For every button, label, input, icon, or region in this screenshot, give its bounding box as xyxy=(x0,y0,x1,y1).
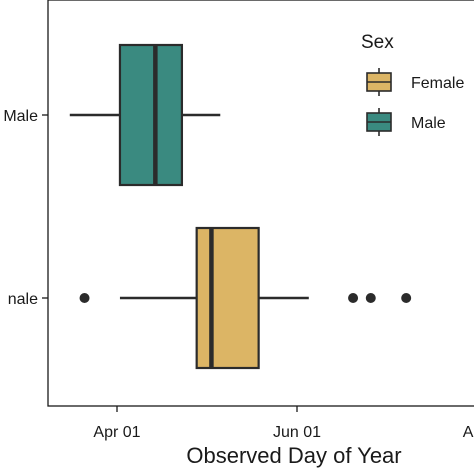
y-tick-label: nale xyxy=(8,291,38,308)
y-axis-ticks: Male nale xyxy=(3,108,48,308)
box-female xyxy=(79,226,412,370)
legend-item-female: Female xyxy=(366,68,464,96)
x-axis-title: Observed Day of Year xyxy=(186,443,401,468)
outlier-point xyxy=(365,293,376,303)
iqr-box xyxy=(118,43,184,187)
x-tick-label: Jun 01 xyxy=(273,424,321,441)
outlier-point xyxy=(401,293,412,303)
box-male xyxy=(69,43,221,187)
iqr-box xyxy=(195,226,260,370)
outlier-point xyxy=(79,293,90,303)
plot-panel xyxy=(47,0,474,407)
y-tick-label: Male xyxy=(3,108,38,125)
boxes-layer xyxy=(69,43,412,370)
legend: Sex Female Male xyxy=(361,32,464,136)
x-tick-label: Apr 01 xyxy=(93,424,140,441)
legend-label: Female xyxy=(411,75,464,92)
legend-label: Male xyxy=(411,115,446,132)
legend-item-male: Male xyxy=(366,108,446,136)
x-tick-label: Aug xyxy=(463,424,474,441)
x-axis-ticks: Apr 01 Jun 01 Aug xyxy=(93,406,474,441)
outlier-point xyxy=(348,293,359,303)
legend-title: Sex xyxy=(361,32,394,53)
